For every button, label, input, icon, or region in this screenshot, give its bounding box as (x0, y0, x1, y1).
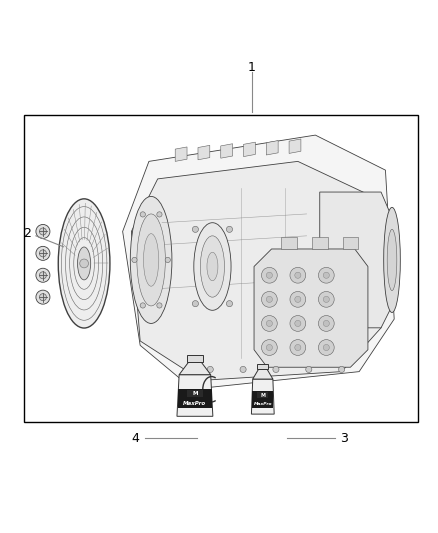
Polygon shape (221, 144, 233, 158)
Polygon shape (289, 139, 301, 154)
Ellipse shape (387, 229, 397, 290)
Circle shape (295, 296, 301, 302)
Circle shape (261, 268, 277, 283)
Polygon shape (266, 141, 278, 155)
Circle shape (290, 292, 306, 307)
Circle shape (39, 250, 46, 257)
Circle shape (295, 272, 301, 278)
Ellipse shape (58, 199, 110, 328)
Circle shape (295, 344, 301, 351)
Bar (252, 391, 273, 408)
Circle shape (165, 257, 170, 263)
Circle shape (318, 268, 334, 283)
Circle shape (226, 227, 233, 232)
Circle shape (36, 224, 50, 238)
Circle shape (323, 272, 329, 278)
Ellipse shape (78, 247, 91, 280)
Polygon shape (177, 375, 213, 416)
Circle shape (80, 259, 88, 268)
Circle shape (266, 344, 272, 351)
Ellipse shape (130, 197, 172, 324)
Circle shape (132, 257, 137, 263)
Circle shape (207, 366, 213, 373)
Circle shape (290, 316, 306, 332)
Circle shape (323, 320, 329, 327)
Polygon shape (175, 147, 187, 161)
Text: MaxPro: MaxPro (184, 401, 206, 406)
Bar (257, 364, 268, 369)
Circle shape (290, 340, 306, 356)
Circle shape (36, 290, 50, 304)
Circle shape (39, 272, 46, 279)
Text: 1: 1 (248, 61, 256, 74)
Circle shape (318, 340, 334, 356)
Text: 2: 2 (23, 227, 31, 240)
Polygon shape (179, 362, 211, 375)
Text: M: M (192, 391, 198, 395)
Polygon shape (123, 135, 394, 389)
Polygon shape (254, 249, 368, 367)
Circle shape (36, 268, 50, 282)
Circle shape (157, 303, 162, 308)
Circle shape (140, 303, 145, 308)
Bar (281, 237, 297, 249)
Bar (257, 392, 268, 398)
Circle shape (226, 301, 233, 306)
Circle shape (295, 320, 301, 327)
Circle shape (266, 296, 272, 302)
Circle shape (266, 272, 272, 278)
Circle shape (261, 316, 277, 332)
Circle shape (36, 246, 50, 260)
Ellipse shape (137, 214, 166, 306)
Circle shape (266, 320, 272, 327)
Ellipse shape (200, 236, 224, 297)
Bar (312, 237, 328, 249)
Circle shape (39, 228, 46, 235)
Bar (343, 237, 358, 249)
Circle shape (339, 366, 345, 373)
Polygon shape (198, 146, 210, 160)
Ellipse shape (384, 207, 400, 312)
Polygon shape (251, 379, 274, 414)
Circle shape (192, 301, 198, 306)
Polygon shape (320, 192, 394, 328)
Circle shape (261, 340, 277, 356)
Bar (187, 356, 203, 362)
Circle shape (192, 227, 198, 232)
Polygon shape (131, 161, 381, 381)
Polygon shape (244, 142, 255, 157)
Ellipse shape (207, 252, 218, 281)
Circle shape (323, 344, 329, 351)
Circle shape (318, 316, 334, 332)
Circle shape (157, 212, 162, 217)
Ellipse shape (194, 223, 231, 310)
Circle shape (261, 292, 277, 307)
Text: 4: 4 (132, 432, 140, 445)
Circle shape (39, 294, 46, 301)
Ellipse shape (143, 233, 159, 286)
Text: 3: 3 (340, 432, 348, 445)
Circle shape (318, 292, 334, 307)
Circle shape (323, 296, 329, 302)
Polygon shape (253, 369, 273, 379)
Bar (178, 389, 212, 408)
Circle shape (140, 212, 145, 217)
Bar (187, 390, 203, 397)
Text: M: M (260, 393, 265, 398)
Circle shape (273, 366, 279, 373)
Bar (24, 115, 418, 422)
Circle shape (240, 366, 246, 373)
Circle shape (306, 366, 312, 373)
Text: MaxPro: MaxPro (254, 401, 272, 406)
Circle shape (290, 268, 306, 283)
